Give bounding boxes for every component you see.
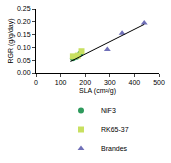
svg-text:0: 0 xyxy=(34,79,38,86)
svg-text:NiF3: NiF3 xyxy=(101,107,116,114)
svg-text:Brandes: Brandes xyxy=(101,145,128,152)
svg-text:300: 300 xyxy=(104,79,116,86)
svg-text:500: 500 xyxy=(153,79,165,86)
svg-text:200: 200 xyxy=(79,79,91,86)
svg-text:0.10: 0.10 xyxy=(17,44,31,51)
svg-text:400: 400 xyxy=(129,79,141,86)
svg-text:0.00: 0.00 xyxy=(17,69,31,76)
svg-text:0.25: 0.25 xyxy=(17,5,31,12)
svg-text:0.20: 0.20 xyxy=(17,18,31,25)
svg-text:RK65-37: RK65-37 xyxy=(101,126,129,133)
svg-text:0.05: 0.05 xyxy=(17,57,31,64)
svg-text:RGR (g/g/day): RGR (g/g/day) xyxy=(7,18,15,63)
svg-text:100: 100 xyxy=(55,79,67,86)
svg-text:0.15: 0.15 xyxy=(17,31,31,38)
svg-text:SLA (cm²/g): SLA (cm²/g) xyxy=(79,87,116,95)
